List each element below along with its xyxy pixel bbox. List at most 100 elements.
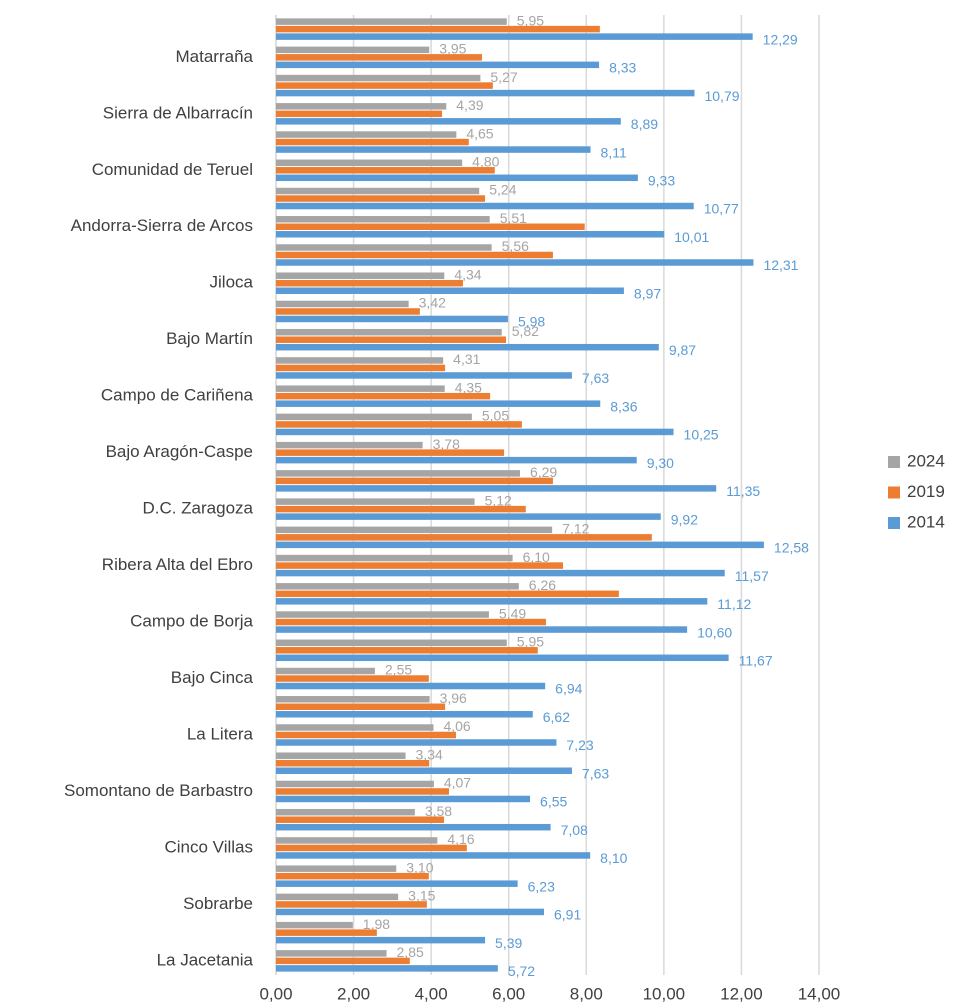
value-label: 3,34	[416, 746, 443, 762]
bar	[276, 639, 507, 647]
legend-label: 2019	[907, 482, 945, 501]
bar	[276, 456, 637, 464]
bar	[276, 667, 375, 675]
value-label: 10,01	[674, 229, 709, 245]
value-label: 4,39	[456, 97, 483, 113]
value-label: 8,89	[631, 116, 658, 132]
value-label: 5,95	[517, 633, 544, 649]
bar	[276, 965, 498, 972]
bar	[276, 46, 430, 54]
value-label: 8,11	[601, 144, 627, 160]
bar	[276, 315, 508, 323]
bar	[276, 336, 506, 343]
value-label: 3,10	[406, 859, 433, 875]
value-label: 11,57	[735, 568, 769, 584]
bar	[276, 61, 600, 69]
bar	[276, 343, 659, 351]
bar	[276, 167, 495, 174]
bar	[276, 647, 538, 654]
legend-label: 2014	[907, 512, 945, 531]
x-tick-label: 4,00	[415, 984, 448, 1003]
bar	[276, 808, 415, 816]
bar	[276, 413, 472, 421]
bar	[276, 328, 502, 336]
value-label: 3,96	[440, 690, 467, 706]
value-label: 8,10	[600, 850, 627, 866]
bar	[276, 441, 423, 449]
value-label: 7,23	[566, 737, 593, 753]
bar	[276, 159, 463, 167]
bar	[276, 921, 353, 929]
bar	[276, 485, 717, 492]
value-label: 8,36	[610, 398, 637, 414]
legend-swatch	[888, 517, 900, 529]
bar	[276, 18, 507, 25]
value-label: 5,82	[512, 323, 539, 339]
value-label: 12,31	[763, 257, 798, 273]
bar	[276, 739, 557, 746]
bar	[276, 174, 638, 182]
bar	[276, 880, 518, 887]
value-label: 4,31	[453, 351, 480, 367]
bar	[276, 195, 486, 202]
bar	[276, 110, 443, 118]
x-tick-label: 14,00	[798, 984, 841, 1003]
bar	[276, 711, 533, 718]
bar	[276, 308, 420, 315]
x-tick-label: 2,00	[337, 984, 370, 1003]
bar	[276, 131, 457, 138]
bar	[276, 865, 397, 872]
bar	[276, 908, 545, 916]
bar	[276, 731, 456, 739]
value-label: 6,94	[555, 681, 582, 697]
bar	[276, 300, 409, 308]
bar	[276, 118, 621, 125]
bar	[276, 852, 591, 859]
bar	[276, 103, 447, 110]
value-label: 2,85	[397, 944, 424, 960]
value-label: 10,25	[684, 427, 719, 443]
bar	[276, 844, 467, 852]
category-label: Cinco Villas	[164, 837, 253, 856]
bar	[276, 554, 513, 562]
bar	[276, 146, 591, 153]
bar	[276, 287, 624, 294]
category-label: Campo de Cariñena	[101, 386, 254, 405]
bar	[276, 526, 553, 534]
bar	[276, 703, 446, 711]
bar	[276, 598, 708, 605]
bar	[276, 541, 764, 549]
value-label: 4,80	[472, 153, 499, 169]
bar	[276, 54, 482, 61]
bar	[276, 696, 430, 703]
bar	[276, 823, 551, 831]
value-label: 4,35	[455, 379, 482, 395]
value-label: 5,98	[518, 314, 545, 330]
value-label: 8,97	[634, 285, 661, 301]
x-tick-label: 0,00	[259, 984, 292, 1003]
bar	[276, 767, 572, 774]
value-label: 5,51	[500, 210, 527, 226]
bar	[276, 929, 377, 936]
value-label: 10,60	[697, 624, 732, 640]
bar	[276, 216, 490, 223]
category-label: Matarraña	[176, 47, 254, 66]
bar	[276, 795, 531, 803]
bar	[276, 569, 725, 577]
bar	[276, 513, 661, 520]
bar	[276, 223, 585, 231]
value-label: 5,05	[482, 408, 509, 424]
x-tick-label: 8,00	[570, 984, 603, 1003]
bar	[276, 950, 387, 957]
legend-swatch	[888, 486, 900, 499]
value-label: 6,23	[528, 878, 555, 894]
bar	[276, 400, 601, 407]
value-label: 3,78	[433, 436, 460, 452]
bar	[276, 893, 399, 901]
value-label: 7,08	[561, 822, 588, 838]
value-label: 9,92	[671, 511, 698, 527]
value-label: 5,95	[517, 12, 544, 28]
bar	[276, 89, 695, 97]
category-label: Jiloca	[210, 273, 254, 292]
value-label: 4,16	[447, 831, 474, 847]
